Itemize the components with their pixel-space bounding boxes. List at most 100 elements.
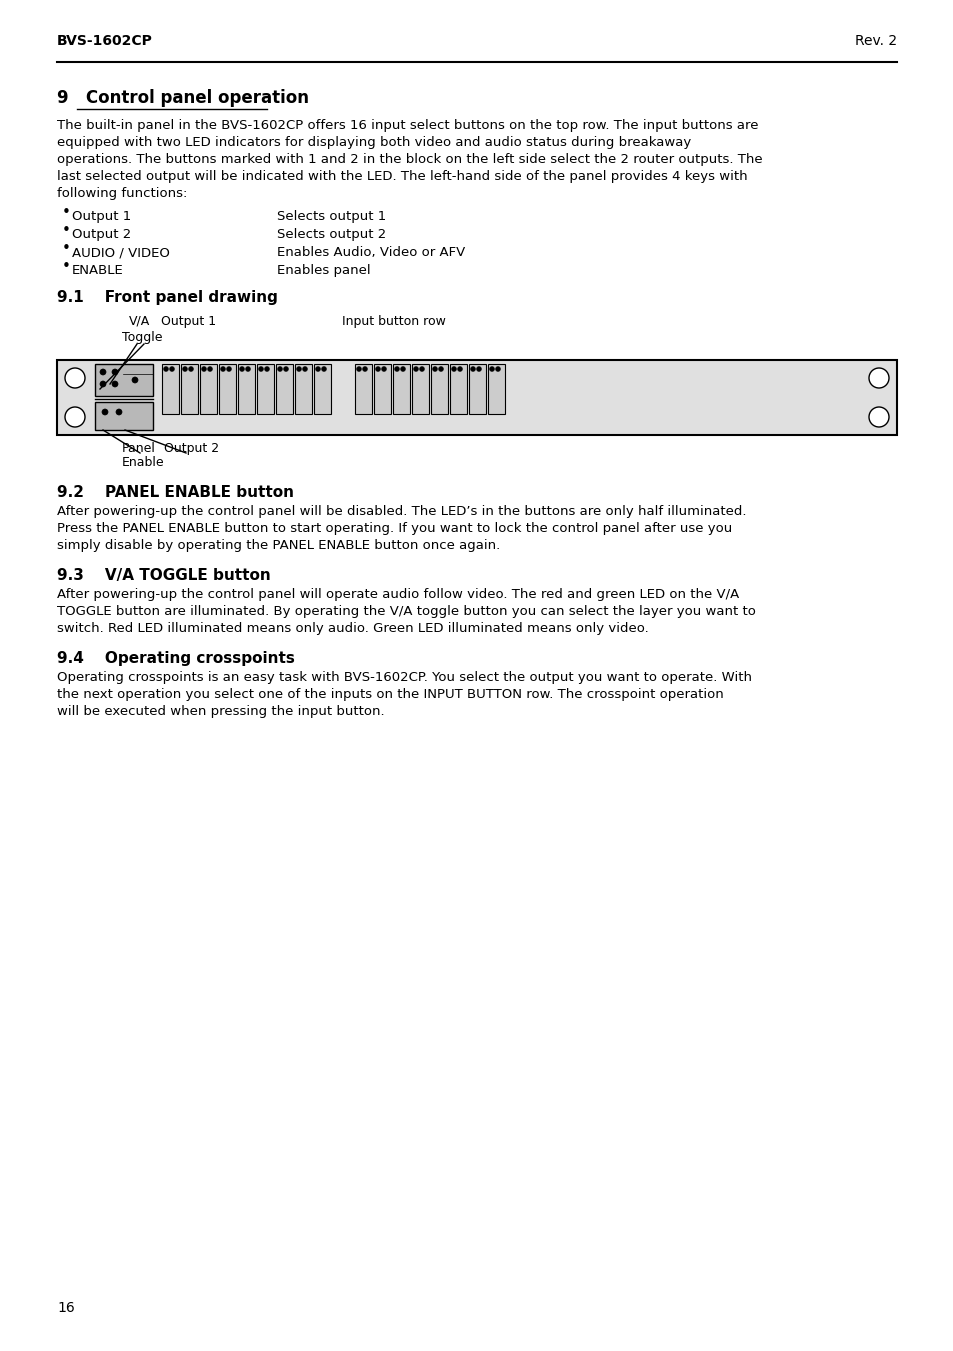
- Circle shape: [395, 366, 399, 372]
- Text: Output 2: Output 2: [71, 228, 132, 240]
- Bar: [412, 363, 429, 413]
- Text: Output 1: Output 1: [161, 315, 216, 328]
- Circle shape: [239, 366, 244, 372]
- Circle shape: [489, 366, 494, 372]
- Circle shape: [112, 381, 118, 386]
- Text: 9.2    PANEL ENABLE button: 9.2 PANEL ENABLE button: [57, 485, 294, 500]
- Text: Output 2: Output 2: [164, 442, 219, 455]
- Circle shape: [419, 366, 424, 372]
- Circle shape: [356, 366, 361, 372]
- Circle shape: [220, 366, 225, 372]
- Text: ENABLE: ENABLE: [71, 263, 124, 277]
- Text: TOGGLE button are illuminated. By operating the V/A toggle button you can select: TOGGLE button are illuminated. By operat…: [57, 605, 755, 617]
- Bar: [57, 359, 896, 435]
- Text: AUDIO / VIDEO: AUDIO / VIDEO: [71, 246, 170, 259]
- Circle shape: [868, 407, 888, 427]
- Circle shape: [381, 366, 386, 372]
- Text: Enable: Enable: [122, 457, 165, 469]
- Circle shape: [362, 366, 367, 372]
- Circle shape: [245, 366, 251, 372]
- Circle shape: [277, 366, 282, 372]
- Text: switch. Red LED illuminated means only audio. Green LED illuminated means only v: switch. Red LED illuminated means only a…: [57, 621, 648, 635]
- Text: Enables Audio, Video or AFV: Enables Audio, Video or AFV: [276, 246, 465, 259]
- Circle shape: [315, 366, 320, 372]
- Circle shape: [208, 366, 213, 372]
- Bar: [275, 363, 293, 413]
- Text: After powering-up the control panel will be disabled. The LED’s in the buttons a: After powering-up the control panel will…: [57, 505, 745, 517]
- Circle shape: [457, 366, 462, 372]
- Circle shape: [432, 366, 437, 372]
- Text: Toggle: Toggle: [122, 331, 162, 345]
- Circle shape: [100, 369, 106, 376]
- Text: Selects output 1: Selects output 1: [276, 209, 386, 223]
- Text: Press the PANEL ENABLE button to start operating. If you want to lock the contro: Press the PANEL ENABLE button to start o…: [57, 521, 732, 535]
- Circle shape: [868, 367, 888, 388]
- Text: After powering-up the control panel will operate audio follow video. The red and: After powering-up the control panel will…: [57, 588, 739, 601]
- Bar: [450, 363, 467, 413]
- Circle shape: [163, 366, 169, 372]
- Bar: [294, 363, 312, 413]
- Text: will be executed when pressing the input button.: will be executed when pressing the input…: [57, 705, 384, 717]
- Text: equipped with two LED indicators for displaying both video and audio status duri: equipped with two LED indicators for dis…: [57, 136, 691, 149]
- Bar: [237, 363, 254, 413]
- Circle shape: [413, 366, 418, 372]
- Circle shape: [65, 407, 85, 427]
- Circle shape: [189, 366, 193, 372]
- Text: Panel: Panel: [122, 442, 155, 455]
- Text: Selects output 2: Selects output 2: [276, 228, 386, 240]
- Circle shape: [132, 377, 138, 382]
- Circle shape: [470, 366, 475, 372]
- Text: following functions:: following functions:: [57, 186, 187, 200]
- Circle shape: [258, 366, 263, 372]
- Bar: [95, 363, 152, 396]
- Text: simply disable by operating the PANEL ENABLE button once again.: simply disable by operating the PANEL EN…: [57, 539, 499, 553]
- Text: BVS-1602CP: BVS-1602CP: [57, 34, 152, 49]
- Text: The built-in panel in the BVS-1602CP offers 16 input select buttons on the top r: The built-in panel in the BVS-1602CP off…: [57, 119, 758, 132]
- Bar: [200, 363, 216, 413]
- Bar: [256, 363, 274, 413]
- Circle shape: [451, 366, 456, 372]
- Text: 9.4    Operating crosspoints: 9.4 Operating crosspoints: [57, 651, 294, 666]
- Circle shape: [296, 366, 301, 372]
- Circle shape: [201, 366, 206, 372]
- Bar: [374, 363, 391, 413]
- Circle shape: [400, 366, 405, 372]
- Circle shape: [438, 366, 443, 372]
- Text: the next operation you select one of the inputs on the INPUT BUTTON row. The cro: the next operation you select one of the…: [57, 688, 723, 701]
- Text: Output 1: Output 1: [71, 209, 132, 223]
- Bar: [393, 363, 410, 413]
- Circle shape: [100, 381, 106, 386]
- Text: •: •: [62, 240, 71, 255]
- Text: Rev. 2: Rev. 2: [854, 34, 896, 49]
- Circle shape: [264, 366, 269, 372]
- Bar: [488, 363, 504, 413]
- Circle shape: [226, 366, 232, 372]
- Text: 9   Control panel operation: 9 Control panel operation: [57, 89, 309, 107]
- Circle shape: [182, 366, 188, 372]
- Circle shape: [321, 366, 326, 372]
- Circle shape: [116, 409, 122, 415]
- Circle shape: [476, 366, 481, 372]
- Text: •: •: [62, 223, 71, 238]
- Text: V/A: V/A: [129, 315, 150, 328]
- Text: last selected output will be indicated with the LED. The left-hand side of the p: last selected output will be indicated w…: [57, 170, 747, 182]
- Circle shape: [283, 366, 288, 372]
- Bar: [181, 363, 198, 413]
- Text: 16: 16: [57, 1301, 74, 1315]
- Circle shape: [112, 369, 118, 376]
- Circle shape: [302, 366, 307, 372]
- Circle shape: [102, 409, 108, 415]
- Circle shape: [375, 366, 380, 372]
- Bar: [469, 363, 485, 413]
- Text: •: •: [62, 259, 71, 274]
- Bar: [355, 363, 372, 413]
- Text: 9.3    V/A TOGGLE button: 9.3 V/A TOGGLE button: [57, 567, 271, 584]
- Bar: [162, 363, 179, 413]
- Text: Enables panel: Enables panel: [276, 263, 370, 277]
- Circle shape: [495, 366, 500, 372]
- Bar: [219, 363, 235, 413]
- Text: •: •: [62, 205, 71, 220]
- Text: Input button row: Input button row: [341, 315, 445, 328]
- Text: Operating crosspoints is an easy task with BVS-1602CP. You select the output you: Operating crosspoints is an easy task wi…: [57, 671, 751, 684]
- Text: 9.1    Front panel drawing: 9.1 Front panel drawing: [57, 290, 277, 305]
